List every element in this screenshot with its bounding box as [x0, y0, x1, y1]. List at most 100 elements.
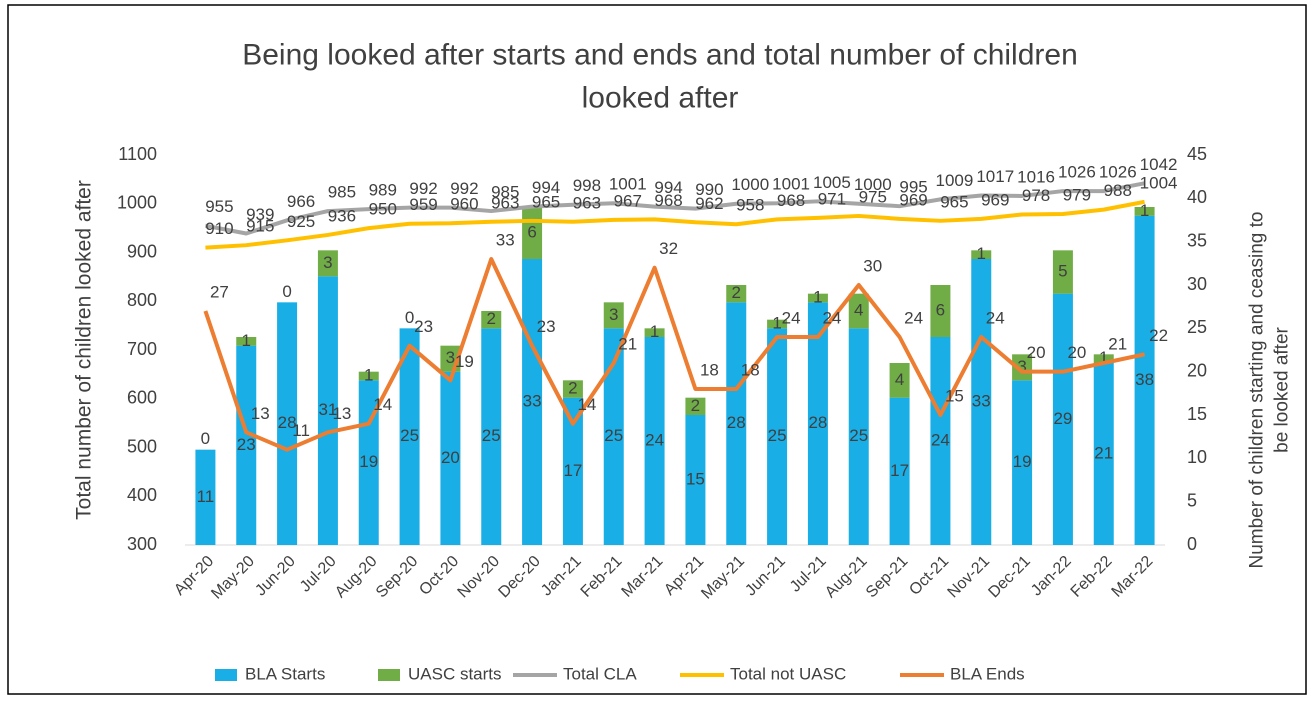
bar-label: 1	[364, 365, 373, 384]
line-label: 939	[246, 205, 274, 224]
line-label: 969	[981, 190, 1009, 209]
bar	[236, 337, 257, 346]
bar-label: 6	[527, 222, 536, 241]
line-label: 985	[491, 183, 519, 202]
bar	[399, 328, 420, 545]
line-label: 959	[409, 195, 437, 214]
line-label: 20	[1067, 343, 1086, 362]
line-label: 1042	[1140, 155, 1178, 174]
bar-label: 0	[282, 282, 291, 301]
line-label: 18	[741, 360, 760, 379]
bar-label: 25	[849, 426, 868, 445]
legend-label: Total CLA	[563, 664, 637, 683]
bar	[807, 302, 828, 545]
line-label: 968	[777, 191, 805, 210]
bar-label: 11	[197, 487, 215, 506]
y2-tick-label: 20	[1187, 360, 1207, 380]
line-label: 22	[1149, 326, 1168, 345]
line-label: 962	[695, 194, 723, 213]
bar	[1052, 293, 1073, 545]
line-label: 1001	[609, 175, 647, 194]
bar	[1012, 354, 1033, 381]
line-label: 963	[491, 193, 519, 212]
bar-label: 2	[691, 396, 700, 415]
line-label: 20	[1027, 343, 1046, 362]
bar-label: 28	[278, 413, 297, 432]
line-label: 990	[695, 180, 723, 199]
bar-label: 25	[482, 426, 501, 445]
line-label: 992	[409, 179, 437, 198]
bar-label: 3	[1017, 357, 1026, 376]
line-label: 18	[700, 360, 719, 379]
line-label: 955	[205, 197, 233, 216]
legend-label: BLA Starts	[245, 664, 325, 683]
line-label: 27	[210, 282, 229, 301]
bar-label: 2	[487, 309, 496, 328]
bar	[644, 328, 665, 337]
bar	[807, 293, 828, 303]
bar-label: 21	[1094, 443, 1113, 462]
legend-label: UASC starts	[408, 664, 502, 683]
y-axis-label: Total number of children looked after	[73, 180, 96, 520]
line-label: 23	[414, 317, 433, 336]
y-tick-label: 500	[127, 436, 157, 456]
line-label: 992	[450, 179, 478, 198]
bar	[603, 328, 624, 545]
line-label: 965	[532, 192, 560, 211]
bar-label: 33	[972, 391, 991, 410]
y-tick-label: 1000	[117, 193, 157, 213]
bar	[889, 397, 910, 545]
y-tick-label: 900	[127, 241, 157, 261]
line-label: 995	[899, 178, 927, 197]
line-label: 33	[496, 230, 515, 249]
line-label: 23	[537, 317, 556, 336]
legend-label: BLA Ends	[950, 664, 1025, 683]
bar	[767, 319, 788, 329]
line-label: 936	[328, 206, 356, 225]
bar	[277, 302, 298, 545]
line-label: 975	[859, 187, 887, 206]
line-label: 978	[1022, 186, 1050, 205]
line-label: 1001	[772, 175, 810, 194]
bar-label: 25	[604, 426, 623, 445]
line-label: 1005	[813, 173, 851, 192]
line-label: 960	[450, 195, 478, 214]
bar	[440, 371, 461, 545]
line-label: 910	[205, 219, 233, 238]
bar	[848, 328, 869, 545]
line-label: 1016	[1017, 167, 1055, 186]
y2-tick-label: 35	[1187, 230, 1207, 250]
line-label: 21	[1108, 334, 1127, 353]
bar	[358, 371, 379, 381]
bar-label: 17	[890, 461, 909, 480]
y2-tick-label: 15	[1187, 404, 1207, 424]
bar	[562, 380, 583, 398]
line-label: 989	[369, 181, 397, 200]
bar-label: 31	[318, 400, 337, 419]
line-label: 30	[863, 256, 882, 275]
y2-tick-label: 5	[1187, 490, 1197, 510]
line-label: 24	[904, 308, 923, 327]
bar-label: 4	[895, 370, 904, 389]
bar-label: 1	[1140, 201, 1149, 220]
bar-label: 25	[400, 426, 419, 445]
bar	[767, 328, 788, 545]
bar	[562, 397, 583, 545]
bar-label: 1	[1099, 348, 1108, 367]
bar-label: 17	[563, 461, 582, 480]
line-label: 965	[940, 192, 968, 211]
bar	[317, 276, 338, 545]
bar-label: 33	[523, 391, 542, 410]
line-label: 950	[369, 200, 397, 219]
line-label: 979	[1063, 185, 1091, 204]
bar	[236, 345, 257, 545]
bar	[358, 380, 379, 545]
line-label: 967	[614, 191, 642, 210]
y2-tick-label: 10	[1187, 447, 1207, 467]
line-label: 19	[455, 352, 474, 371]
line-label: 15	[945, 386, 964, 405]
bar	[1012, 380, 1033, 545]
line	[205, 181, 1145, 236]
line-label: 1000	[731, 175, 769, 194]
